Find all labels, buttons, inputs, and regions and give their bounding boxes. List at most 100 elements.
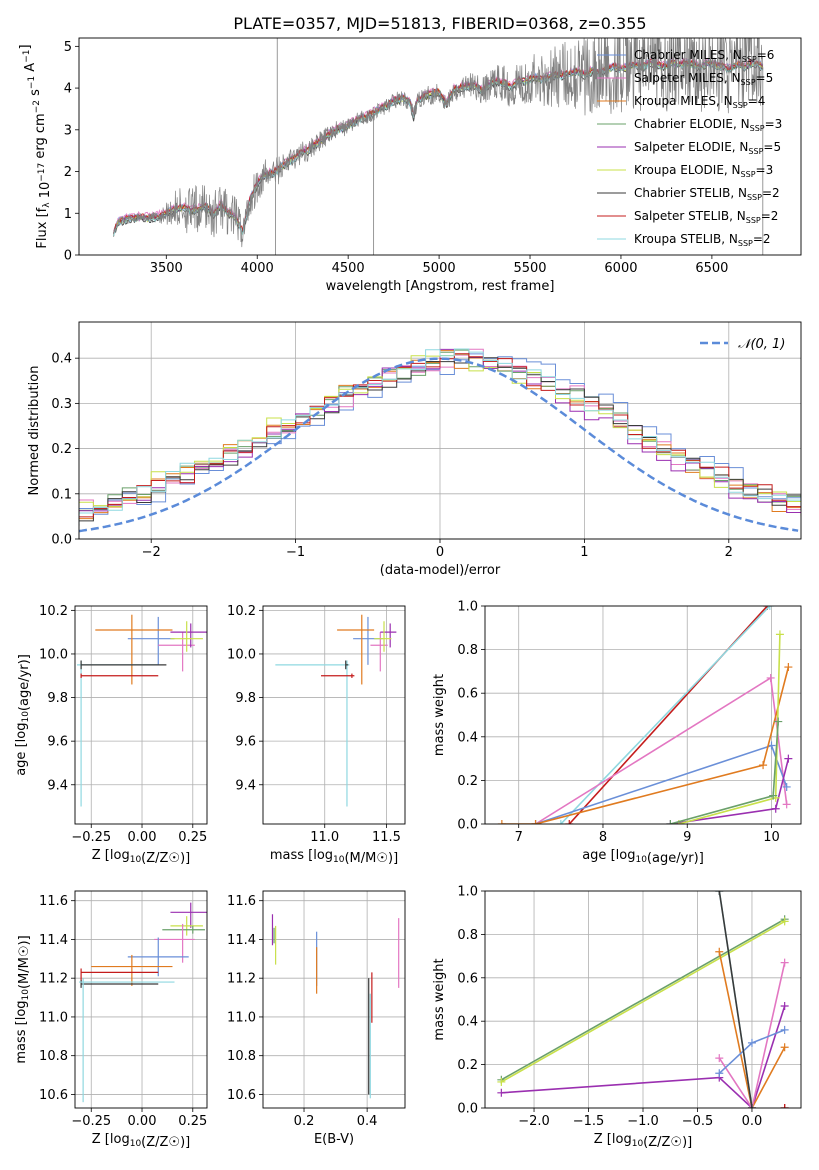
mass-weight-marker: [759, 761, 768, 770]
chart-panels: 3500 4000 4500 5000 5500 6000 6500 0 1 2 3 4 5 wavele…: [14, 37, 802, 1150]
x-tick-label: −1.0: [627, 1114, 659, 1129]
mass-weight-marker: [531, 820, 540, 824]
y-tick-label: 0.0: [457, 818, 478, 833]
x-tick-label: 0.00: [128, 830, 157, 845]
x-axis-label: E(B-V): [314, 1132, 354, 1147]
mass-weight-marker: [784, 663, 793, 672]
y-tick-label: 10.8: [227, 1049, 256, 1064]
y-tick-label: 1: [64, 207, 72, 222]
legend-label: Kroupa ELODIE, NSSP=3: [634, 163, 773, 179]
x-tick-label: 6000: [604, 261, 637, 276]
y-tick-label: 10.6: [227, 1088, 256, 1103]
residual-histogram-step: [79, 348, 801, 513]
mass-weight-marker: [497, 1088, 506, 1097]
mass-weight-marker: [666, 820, 675, 824]
y-axis-label: mass weight: [432, 674, 447, 756]
x-axis-label: Z [log10(Z/Z☉)]: [92, 1132, 190, 1150]
x-tick-label: 7: [515, 830, 523, 845]
mass-weight-line: [718, 891, 753, 1108]
errorbar-point: [374, 621, 392, 652]
y-tick-label: 0.4: [457, 1015, 478, 1030]
y-tick-label: 5: [64, 40, 72, 55]
legend-label: Salpeter STELIB, NSSP=2: [634, 209, 778, 225]
panel-spectrum: 3500 4000 4500 5000 5500 6000 6500 0 1 2 3 4 5 wavele…: [18, 37, 802, 294]
axes-frame: [484, 890, 802, 1109]
errorbar-point: [370, 632, 388, 672]
mass-weight-line: [500, 918, 786, 1081]
x-tick-label: 0.25: [178, 830, 207, 845]
y-tick-label: 11.4: [227, 933, 256, 948]
errorbar-point: [95, 614, 173, 685]
y-tick-label: 11.6: [39, 894, 68, 909]
residual-histogram-step: [79, 348, 801, 525]
y-tick-label: 9.4: [235, 778, 256, 793]
y-tick-label: 4: [64, 82, 72, 97]
mass-weight-marker: [780, 1104, 789, 1108]
mass-weight-marker: [765, 606, 774, 610]
mass-weight-line: [718, 962, 786, 1108]
axes-frame: [74, 890, 208, 1109]
y-tick-label: 0.6: [457, 971, 478, 986]
x-tick-label: 10: [763, 830, 780, 845]
x-tick-label: −0.25: [71, 830, 111, 845]
x-tick-label: 11.5: [372, 830, 401, 845]
y-tick-label: 9.6: [47, 735, 68, 750]
x-tick-label: −1: [286, 545, 305, 560]
errorbar-point: [337, 614, 375, 685]
mass-weight-marker: [565, 820, 574, 824]
x-tick-label: 0.4: [357, 1114, 378, 1129]
errorbar-point: [170, 621, 203, 652]
errorbar-point: [127, 616, 175, 665]
residual-histogram-step: [79, 356, 801, 526]
y-tick-label: 10.0: [39, 647, 68, 662]
y-axis-label: Normed distribution: [27, 366, 42, 496]
x-tick-label: 5000: [423, 261, 456, 276]
y-tick-label: 0.2: [457, 774, 478, 789]
y-tick-label: 11.0: [39, 1010, 68, 1025]
mass-weight-marker: [775, 630, 784, 639]
y-tick-label: 10.2: [227, 604, 256, 619]
residual-histogram-step: [79, 353, 801, 518]
axes-frame: [484, 605, 802, 825]
y-tick-label: 10.2: [39, 604, 68, 619]
legend-label: Chabrier STELIB, NSSP=2: [634, 186, 780, 202]
mass-weight-marker: [747, 1104, 756, 1108]
errorbar-point: [345, 660, 349, 670]
mass-weight-marker: [715, 1054, 724, 1063]
errorbar-point: [170, 902, 207, 928]
x-tick-label: −0.5: [682, 1114, 714, 1129]
mass-weight-marker: [766, 673, 775, 682]
y-tick-label: 0.2: [51, 442, 72, 457]
mass-weight-marker: [784, 754, 793, 763]
y-axis-label: mass [log10(M/M☉)]: [14, 935, 32, 1063]
y-tick-label: 1.0: [457, 885, 478, 900]
plot-area: [497, 891, 789, 1108]
plot-area: [271, 914, 400, 1099]
y-tick-label: 0.2: [457, 1058, 478, 1073]
x-tick-label: 3500: [150, 261, 183, 276]
legend-label: Kroupa STELIB, NSSP=2: [634, 232, 771, 248]
y-tick-label: 0.6: [457, 687, 478, 702]
plot-area: [113, 38, 764, 255]
y-tick-label: 11.2: [227, 972, 256, 987]
y-tick-label: 10.8: [39, 1049, 68, 1064]
errorbar-point: [321, 673, 355, 678]
y-tick-label: 0.1: [51, 487, 72, 502]
y-axis-label: Flux [fλ 10−17 erg cm−2 s−1 A−1]: [18, 44, 53, 248]
y-tick-label: 0.0: [51, 533, 72, 548]
mass-weight-marker: [780, 958, 789, 967]
plot-area: [79, 348, 801, 533]
errorbar-point: [170, 916, 203, 936]
x-axis-label: wavelength [Angstrom, rest frame]: [326, 279, 555, 294]
y-tick-label: 3: [64, 123, 72, 138]
y-tick-label: 10.0: [227, 647, 256, 662]
x-tick-label: 11.0: [310, 830, 339, 845]
errorbar-point: [127, 937, 189, 977]
y-tick-label: 0: [64, 249, 72, 264]
figure-title: PLATE=0357, MJD=51813, FIBERID=0368, z=0…: [233, 14, 646, 33]
residual-histogram-step: [79, 353, 801, 513]
mass-weight-line: [500, 920, 786, 1083]
y-tick-label: 11.2: [39, 972, 68, 987]
y-tick-label: 0.8: [457, 643, 478, 658]
